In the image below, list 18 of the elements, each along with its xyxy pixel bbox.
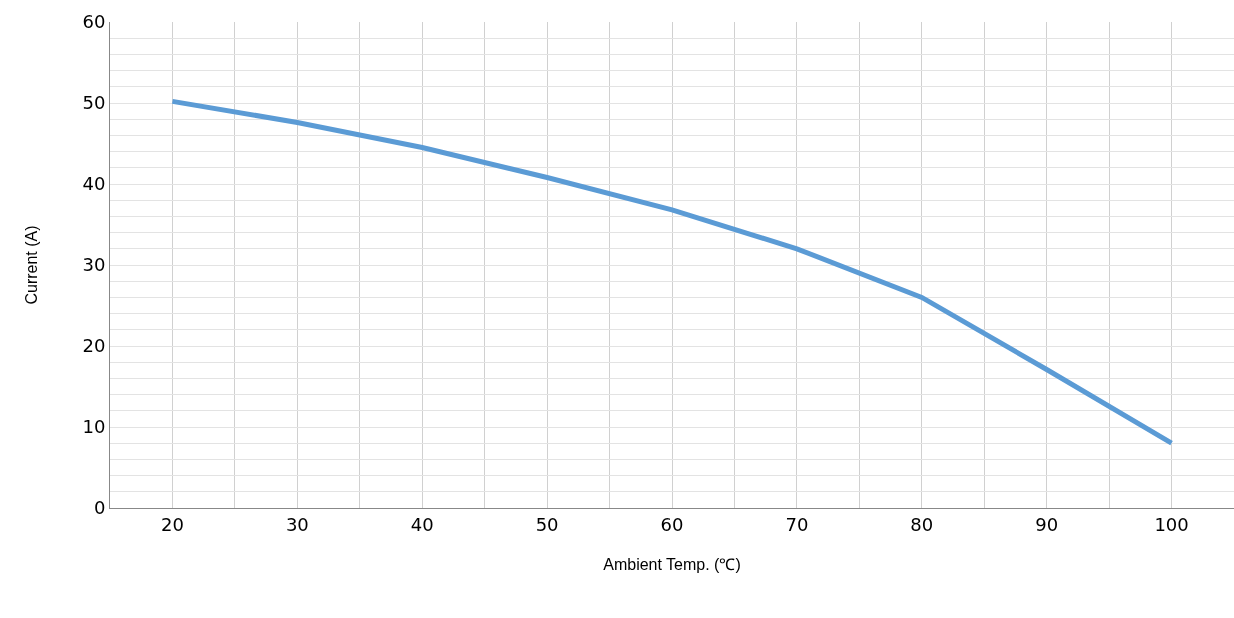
- y-tick-label: 60: [82, 11, 106, 33]
- y-tick-label: 0: [93, 497, 106, 519]
- x-tick-label: 100: [1154, 513, 1189, 535]
- y-tick-label: 20: [82, 335, 106, 357]
- x-tick-label: 40: [410, 513, 434, 535]
- x-tick-label: 90: [1035, 513, 1059, 535]
- x-tick-label: 70: [785, 513, 809, 535]
- y-tick-label: 50: [82, 92, 106, 114]
- x-tick-label: 30: [285, 513, 309, 535]
- y-tick-label: 30: [82, 254, 106, 276]
- y-axis-title: Current (A): [23, 225, 41, 305]
- y-tick-label: 40: [82, 173, 106, 195]
- x-tick-label: 60: [660, 513, 684, 535]
- y-tick-label: 10: [82, 416, 106, 438]
- x-tick-label: 50: [535, 513, 559, 535]
- x-tick-label: 80: [910, 513, 934, 535]
- x-tick-label: 20: [160, 513, 184, 535]
- x-axis-title: Ambient Temp. (℃): [603, 556, 741, 574]
